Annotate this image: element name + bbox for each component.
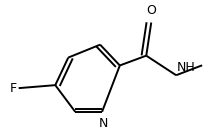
Text: O: O: [146, 4, 156, 17]
Text: N: N: [99, 117, 108, 130]
Text: NH: NH: [177, 61, 196, 74]
Text: F: F: [9, 82, 17, 95]
